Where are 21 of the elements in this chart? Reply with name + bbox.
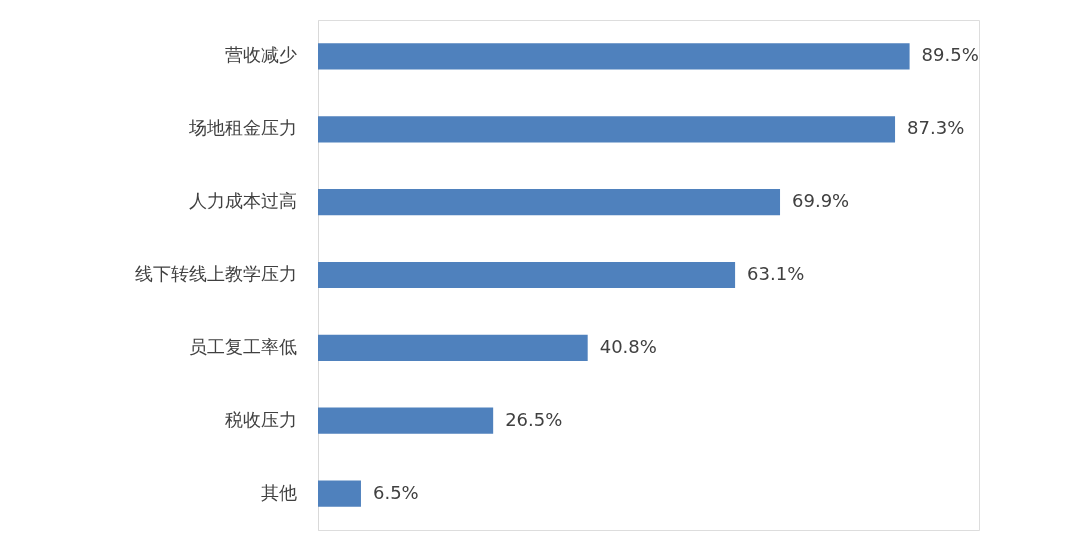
y-tick-label: 员工复工率低 xyxy=(188,335,297,357)
y-tick-label: 营收减少 xyxy=(224,44,297,66)
data-label: 26.5% xyxy=(505,408,563,430)
bar xyxy=(318,261,736,289)
y-tick-label: 线下转线上教学压力 xyxy=(134,263,297,284)
data-label: 87.3% xyxy=(907,117,965,139)
data-label: 63.1% xyxy=(747,263,805,284)
data-label: 40.8% xyxy=(599,335,657,357)
data-label: 6.5% xyxy=(372,481,419,503)
y-tick-label: 其他 xyxy=(260,481,297,503)
y-tick-label: 场地租金压力 xyxy=(187,117,297,139)
bar xyxy=(318,189,781,216)
bar xyxy=(318,480,361,507)
y-tick-label: 人力成本过高 xyxy=(188,190,297,212)
bar xyxy=(318,334,588,361)
bar xyxy=(318,407,494,434)
bar xyxy=(318,43,910,70)
data-label: 69.9% xyxy=(792,190,850,212)
bar xyxy=(318,116,896,143)
data-label: 89.5% xyxy=(921,44,979,66)
y-tick-label: 税收压力 xyxy=(224,408,297,430)
